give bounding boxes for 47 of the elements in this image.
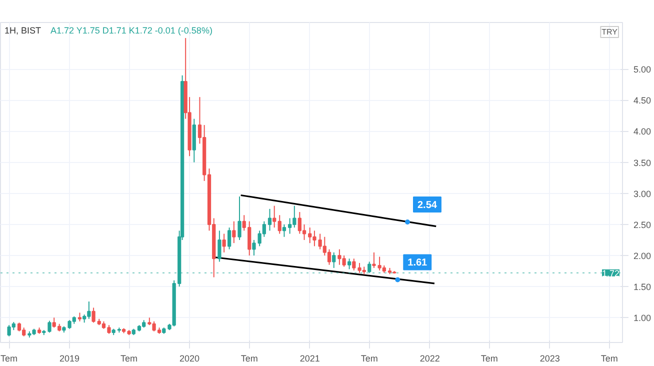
candlestick <box>352 258 356 271</box>
x-tick-label: 2020 <box>180 354 200 364</box>
chart-subtitle: A1.72 Y1.75 D1.71 K1.72 -0.01 (-0.58%) <box>50 26 212 36</box>
y-tick-label: 5.00 <box>634 64 652 75</box>
candlestick <box>92 307 96 324</box>
candlestick <box>48 320 52 334</box>
candlestick <box>232 220 236 244</box>
annotation: 1.61 <box>408 258 428 269</box>
candlestick <box>268 208 272 232</box>
candlestick <box>227 227 232 250</box>
candlestick <box>282 224 286 238</box>
y-tick-label: 2.50 <box>634 220 652 230</box>
candlestick <box>278 214 282 234</box>
candlestick <box>272 205 276 228</box>
x-tick-label: 2023 <box>540 354 560 364</box>
y-tick-label: 4.50 <box>634 96 652 106</box>
y-tick-label: 3.50 <box>634 158 652 168</box>
x-tick-label: Tem <box>0 354 18 364</box>
x-tick-label: Tem <box>360 354 378 364</box>
y-tick-label: 1.50 <box>634 282 652 292</box>
x-tick-label: Tem <box>480 354 498 364</box>
x-tick-label: 2019 <box>60 354 80 364</box>
y-tick-label: 2.00 <box>634 251 652 262</box>
candlestick <box>218 230 222 262</box>
candlestick <box>327 248 332 266</box>
candlestick <box>347 258 352 270</box>
annotation: 2.54 <box>417 200 438 211</box>
candlestick <box>248 220 252 256</box>
candlestick <box>242 214 246 232</box>
x-tick-label: 2022 <box>420 354 440 364</box>
x-tick-label: Tem <box>600 354 618 364</box>
candlestick <box>222 233 226 253</box>
x-tick-label: Tem <box>240 354 258 364</box>
x-tick-label: 2021 <box>300 354 320 364</box>
x-tick-label: Tem <box>120 354 138 364</box>
y-tick-label: 4.00 <box>634 126 652 137</box>
candlestick <box>332 252 336 268</box>
chart-title: 1H, BIST <box>4 26 42 36</box>
y-tick-label: 1.00 <box>634 313 652 324</box>
ref-line-label: 1.72 <box>602 268 620 278</box>
candlestick <box>372 252 376 268</box>
candlestick <box>288 218 292 234</box>
candlestick <box>368 261 372 274</box>
y-axis-title: TRY <box>602 28 618 36</box>
candlestick <box>252 239 256 256</box>
candlestick <box>238 196 242 240</box>
y-tick-label: 3.00 <box>634 188 652 199</box>
